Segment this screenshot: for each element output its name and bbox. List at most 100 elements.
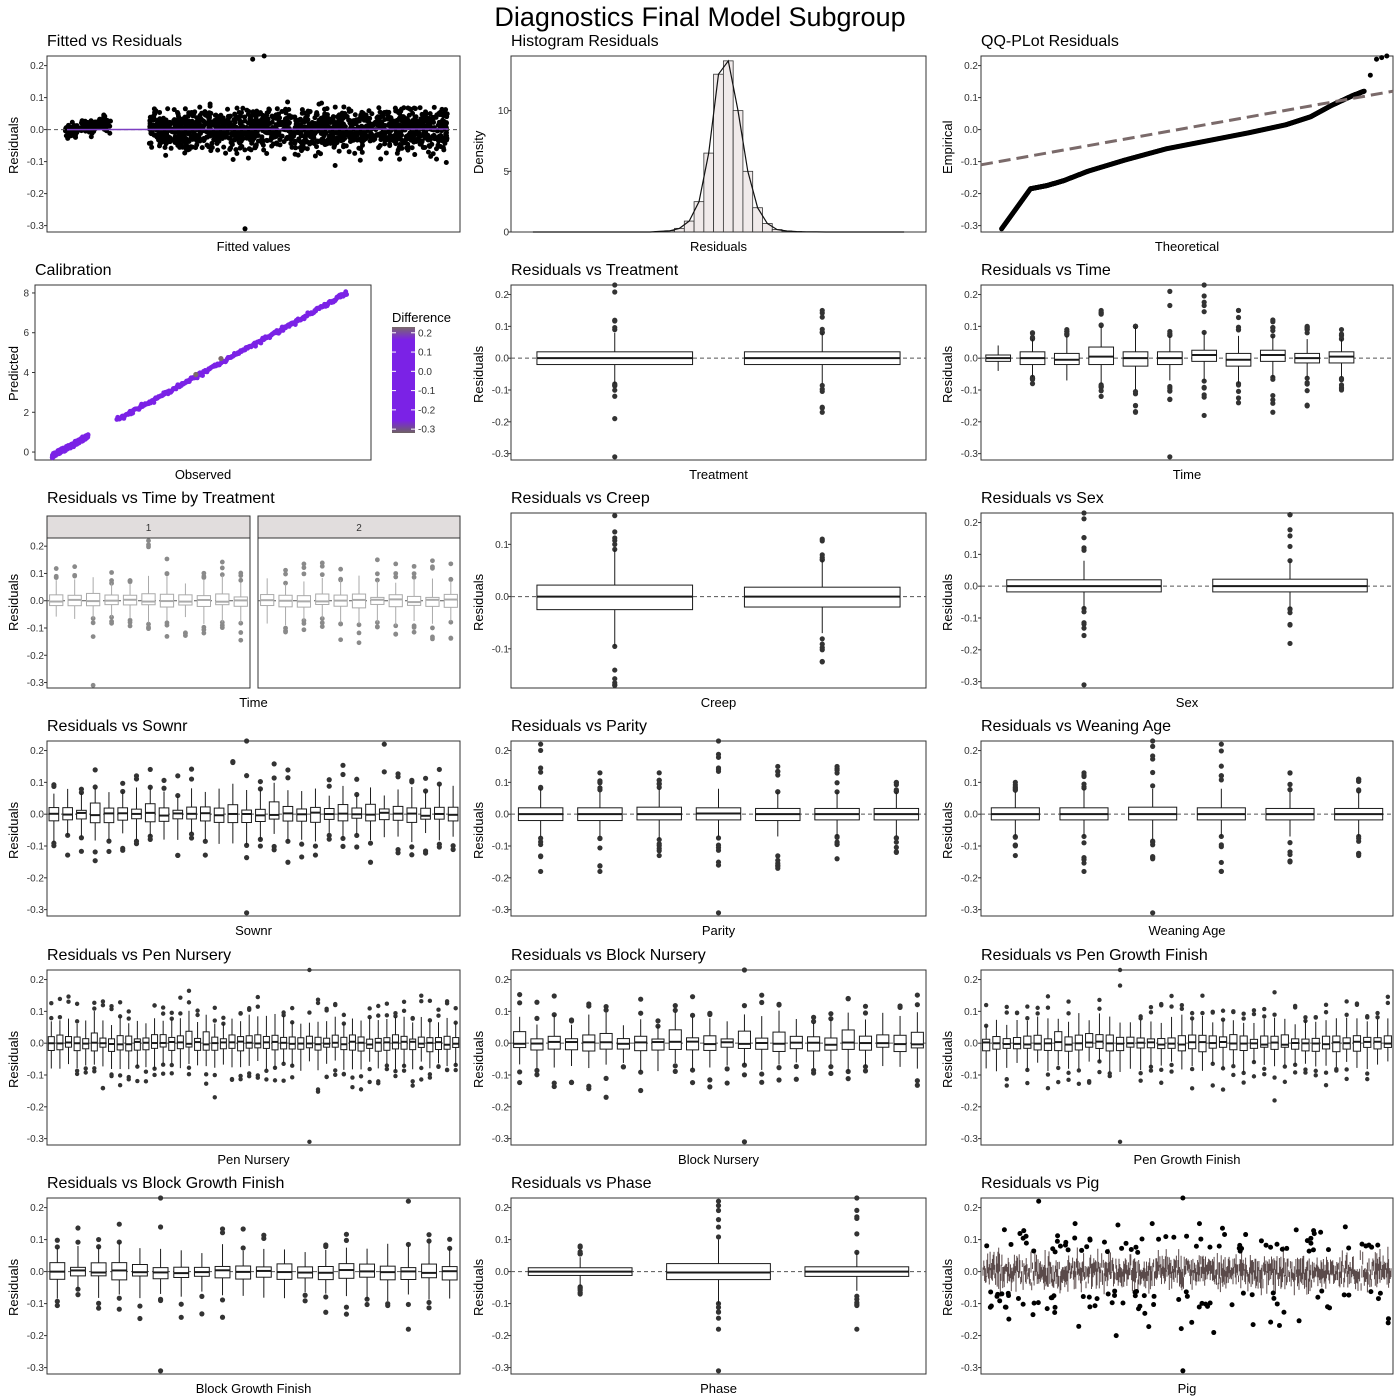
data-point — [336, 148, 342, 154]
data-point — [358, 112, 364, 118]
outlier-point — [775, 865, 781, 871]
outlier-point — [143, 1079, 149, 1084]
outlier-point — [538, 747, 544, 754]
data-point — [260, 142, 266, 148]
data-point — [1276, 1323, 1282, 1329]
outlier-point — [271, 775, 277, 781]
y-tick-label: 0.1 — [964, 778, 978, 789]
outlier-point — [914, 1082, 920, 1088]
outlier-point — [715, 862, 722, 868]
data-point — [1141, 1293, 1147, 1299]
y-tick-label: 8 — [23, 288, 29, 299]
outlier-point — [448, 636, 454, 641]
outlier-point — [1029, 381, 1036, 387]
outlier-point — [299, 841, 305, 847]
data-point — [1346, 1245, 1352, 1251]
data-point — [1243, 1232, 1249, 1238]
outlier-point — [1150, 856, 1156, 862]
y-tick-label: -0.3 — [961, 221, 979, 232]
data-point — [306, 121, 312, 127]
data-point — [1361, 88, 1367, 94]
outlier-point — [367, 1066, 372, 1072]
box — [85, 592, 101, 607]
outlier-point — [1287, 511, 1293, 518]
box — [131, 1264, 148, 1277]
data-point — [274, 106, 280, 112]
box — [634, 1035, 648, 1052]
outlier-point — [1287, 640, 1293, 647]
outlier-point — [238, 1011, 243, 1016]
chart-phase: 0.2 0.1 0.0 -0.1 -0.2 -0.3 — [492, 1195, 927, 1375]
outlier-point — [1167, 454, 1173, 460]
data-point — [1211, 1330, 1217, 1336]
data-point — [378, 156, 384, 162]
outlier-point — [188, 835, 195, 841]
outlier-point — [672, 1003, 678, 1009]
data-point — [174, 120, 180, 126]
box — [434, 1037, 443, 1051]
data-point — [306, 109, 312, 115]
outlier-point — [426, 1299, 432, 1306]
data-point — [209, 145, 215, 151]
outlier-point — [285, 767, 291, 773]
outlier-point — [1025, 1080, 1030, 1086]
box — [1291, 1038, 1300, 1050]
data-point — [434, 156, 440, 162]
box — [686, 1037, 700, 1051]
outlier-point — [326, 783, 332, 789]
outlier-point — [90, 634, 96, 640]
data-point — [157, 109, 163, 115]
facet-strip-label: 2 — [356, 523, 362, 534]
outlier-point — [707, 1084, 713, 1090]
histogram-bar — [693, 201, 705, 233]
y-tick-label: -0.3 — [492, 905, 510, 916]
outlier-point — [1270, 317, 1276, 323]
box — [425, 596, 440, 607]
y-tick-label: -0.1 — [27, 1071, 45, 1082]
y-tick-label: -0.2 — [961, 189, 979, 200]
outlier-point — [393, 561, 399, 567]
outlier-point — [517, 1000, 523, 1006]
box — [910, 1031, 924, 1049]
outlier-point — [343, 1311, 350, 1317]
y-tick-label: 0.1 — [30, 569, 44, 580]
data-point — [293, 145, 299, 151]
outlier-point — [586, 1086, 592, 1092]
data-point — [245, 155, 251, 161]
data-point — [342, 131, 348, 137]
outlier-point — [92, 1000, 97, 1006]
outlier-point — [285, 775, 291, 781]
outlier-point — [350, 1085, 355, 1090]
legend-label: 0.1 — [418, 348, 432, 359]
outlier-point — [538, 741, 544, 747]
outlier-point — [759, 1079, 765, 1085]
outlier-point — [612, 289, 618, 295]
data-point — [1031, 1248, 1037, 1254]
outlier-point — [1107, 1073, 1112, 1079]
outlier-point — [715, 1207, 722, 1214]
outlier-point — [326, 777, 332, 783]
data-point — [212, 117, 218, 123]
outlier-point — [715, 1234, 722, 1240]
outlier-point — [49, 1001, 54, 1006]
data-point — [349, 118, 355, 124]
outlier-point — [92, 1006, 97, 1011]
data-point — [405, 121, 411, 127]
outlier-point — [854, 1195, 860, 1201]
data-point — [1306, 1248, 1312, 1254]
outlier-point — [1117, 1139, 1123, 1145]
data-point — [1113, 1333, 1119, 1339]
data-point — [999, 1291, 1005, 1297]
outlier-point — [178, 995, 183, 1000]
outlier-point — [1344, 1067, 1349, 1072]
data-point — [1023, 1240, 1029, 1246]
y-tick-label: -0.1 — [492, 842, 510, 853]
data-point — [341, 121, 347, 127]
chart-pen_growth_finish: 0.2 0.1 0.0 -0.1 -0.2 -0.3 — [961, 967, 1394, 1146]
data-point — [361, 124, 367, 130]
y-tick-label: 0.0 — [30, 596, 44, 607]
data-point — [289, 144, 295, 150]
box — [417, 1036, 425, 1048]
y-tick-label: 0.1 — [495, 322, 509, 333]
outlier-point — [152, 1003, 157, 1008]
